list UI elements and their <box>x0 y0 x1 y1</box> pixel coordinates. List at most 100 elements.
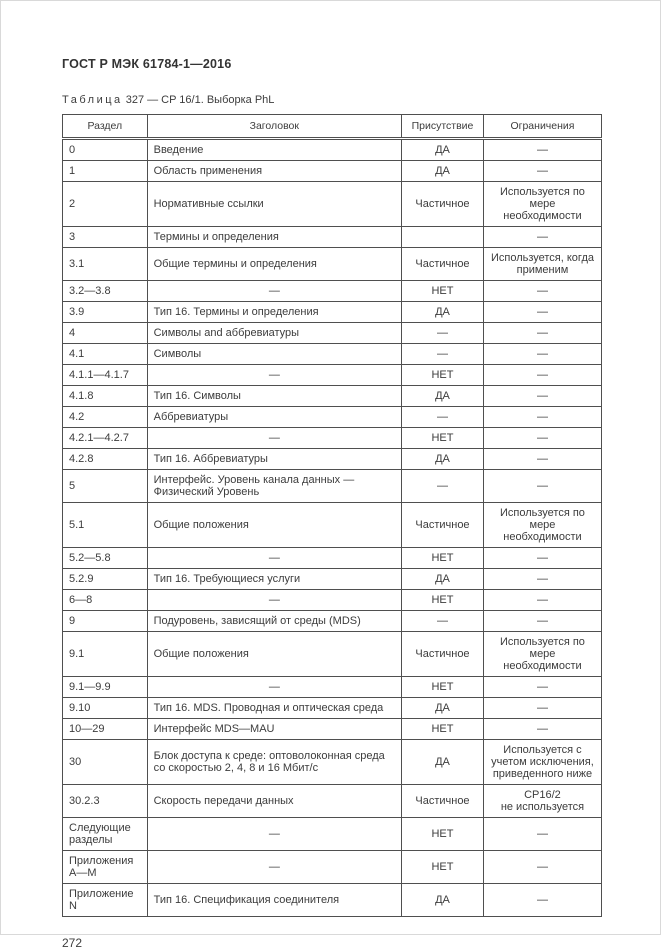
cell-section: 30.2.3 <box>62 784 148 818</box>
cell-section: 2 <box>62 181 148 227</box>
cell-restrictions: Используется с учетом исключения, привед… <box>482 739 603 785</box>
table-row: 5.2—5.8 — НЕТ — <box>62 547 603 569</box>
cell-restrictions: — <box>482 589 603 611</box>
page-number: 272 <box>62 936 83 950</box>
cell-presence: Частичное <box>401 502 484 548</box>
cell-presence: НЕТ <box>401 427 484 449</box>
table-row: 2 Нормативные ссылки Частичное Используе… <box>62 181 603 227</box>
cell-title: Тип 16. Требующиеся услуги <box>146 568 403 590</box>
cell-presence: Частичное <box>401 784 484 818</box>
cell-restrictions: — <box>482 697 603 719</box>
cell-title: Термины и определения <box>146 226 403 248</box>
cell-presence: НЕТ <box>401 718 484 740</box>
cell-section: 4.1 <box>62 343 148 365</box>
cell-section: 4.2 <box>62 406 148 428</box>
cell-section: 9.10 <box>62 697 148 719</box>
cell-restrictions: — <box>482 547 603 569</box>
cell-presence: ДА <box>401 138 484 161</box>
cell-section: 3.2—3.8 <box>62 280 148 302</box>
cell-section: 4.1.1—4.1.7 <box>62 364 148 386</box>
table-row: 4 Символы and аббревиатуры — — <box>62 322 603 344</box>
cell-restrictions: — <box>482 385 603 407</box>
cell-section: 5.2.9 <box>62 568 148 590</box>
cell-restrictions: — <box>482 406 603 428</box>
cell-title: Интерфейс MDS—MAU <box>146 718 403 740</box>
cell-title: — <box>146 850 403 884</box>
table-row: 5.2.9 Тип 16. Требующиеся услуги ДА — <box>62 568 603 590</box>
cell-section: 4.2.1—4.2.7 <box>62 427 148 449</box>
cell-section: 4.2.8 <box>62 448 148 470</box>
cell-presence: — <box>401 610 484 632</box>
table-caption-word: Таблица <box>62 94 123 106</box>
cell-title: Блок доступа к среде: оптоволоконная сре… <box>146 739 403 785</box>
table-row: 4.2.1—4.2.7 — НЕТ — <box>62 427 603 449</box>
cell-presence: ДА <box>401 448 484 470</box>
cell-restrictions: — <box>482 322 603 344</box>
cell-section: 5 <box>62 469 148 503</box>
cell-section: 3.9 <box>62 301 148 323</box>
cell-restrictions: Используется, когда применим <box>482 247 603 281</box>
cell-title: — <box>146 280 403 302</box>
table-body: 0 Введение ДА — 1 Область применения ДА … <box>62 138 603 917</box>
cell-presence: ДА <box>401 160 484 182</box>
table-row: 1 Область применения ДА — <box>62 160 603 182</box>
cell-presence: ДА <box>401 568 484 590</box>
cell-section: 30 <box>62 739 148 785</box>
cell-title: Общие положения <box>146 631 403 677</box>
cell-presence: Частичное <box>401 247 484 281</box>
table-row: 3 Термины и определения — <box>62 226 603 248</box>
cell-presence: НЕТ <box>401 280 484 302</box>
cell-presence: НЕТ <box>401 364 484 386</box>
cell-section: 5.1 <box>62 502 148 548</box>
cell-presence: ДА <box>401 385 484 407</box>
table-row: 0 Введение ДА — <box>62 138 603 161</box>
cell-title: — <box>146 817 403 851</box>
table-row: 30 Блок доступа к среде: оптоволоконная … <box>62 739 603 785</box>
cell-section: 10—29 <box>62 718 148 740</box>
cell-presence: ДА <box>401 697 484 719</box>
cell-presence <box>401 226 484 248</box>
table-row: 4.2.8 Тип 16. Аббревиатуры ДА — <box>62 448 603 470</box>
table-row: 9.1—9.9 — НЕТ — <box>62 676 603 698</box>
cell-title: Нормативные ссылки <box>146 181 403 227</box>
table-row: 3.1 Общие термины и определения Частично… <box>62 247 603 281</box>
cell-title: Тип 16. Аббревиатуры <box>146 448 403 470</box>
cell-section: 4 <box>62 322 148 344</box>
table-row: 4.2 Аббревиатуры — — <box>62 406 603 428</box>
column-header-section: Раздел <box>62 114 148 140</box>
cell-presence: ДА <box>401 301 484 323</box>
cell-section: 3 <box>62 226 148 248</box>
cell-title: Тип 16. Спецификация соединителя <box>146 883 403 917</box>
cell-section: 9 <box>62 610 148 632</box>
column-header-title: Заголовок <box>146 114 403 140</box>
cell-presence: НЕТ <box>401 589 484 611</box>
table-row: 4.1 Символы — — <box>62 343 603 365</box>
cell-section: 0 <box>62 138 148 161</box>
cell-title: — <box>146 589 403 611</box>
cell-title: Область применения <box>146 160 403 182</box>
cell-title: — <box>146 676 403 698</box>
cell-presence: НЕТ <box>401 850 484 884</box>
selection-table: Раздел Заголовок Присутствие Ограничения… <box>62 114 603 917</box>
cell-presence: — <box>401 322 484 344</box>
cell-presence: — <box>401 469 484 503</box>
table-row: Приложения А—М — НЕТ — <box>62 850 603 884</box>
cell-restrictions: Используется по мере необходимости <box>482 502 603 548</box>
cell-presence: — <box>401 343 484 365</box>
cell-section: Следующие разделы <box>62 817 148 851</box>
table-row: 5 Интерфейс. Уровень канала данных — Физ… <box>62 469 603 503</box>
cell-title: Общие термины и определения <box>146 247 403 281</box>
cell-title: — <box>146 427 403 449</box>
table-row: Приложение N Тип 16. Спецификация соедин… <box>62 883 603 917</box>
table-caption: Таблица 327 — CP 16/1. Выборка PhL <box>62 94 602 106</box>
cell-title: Подуровень, зависящий от среды (MDS) <box>146 610 403 632</box>
table-row: 3.9 Тип 16. Термины и определения ДА — <box>62 301 603 323</box>
document-title: ГОСТ Р МЭК 61784-1—2016 <box>62 57 232 71</box>
cell-restrictions: — <box>482 138 603 161</box>
cell-restrictions: — <box>482 718 603 740</box>
table-row: 3.2—3.8 — НЕТ — <box>62 280 603 302</box>
cell-restrictions: — <box>482 160 603 182</box>
cell-restrictions: — <box>482 226 603 248</box>
